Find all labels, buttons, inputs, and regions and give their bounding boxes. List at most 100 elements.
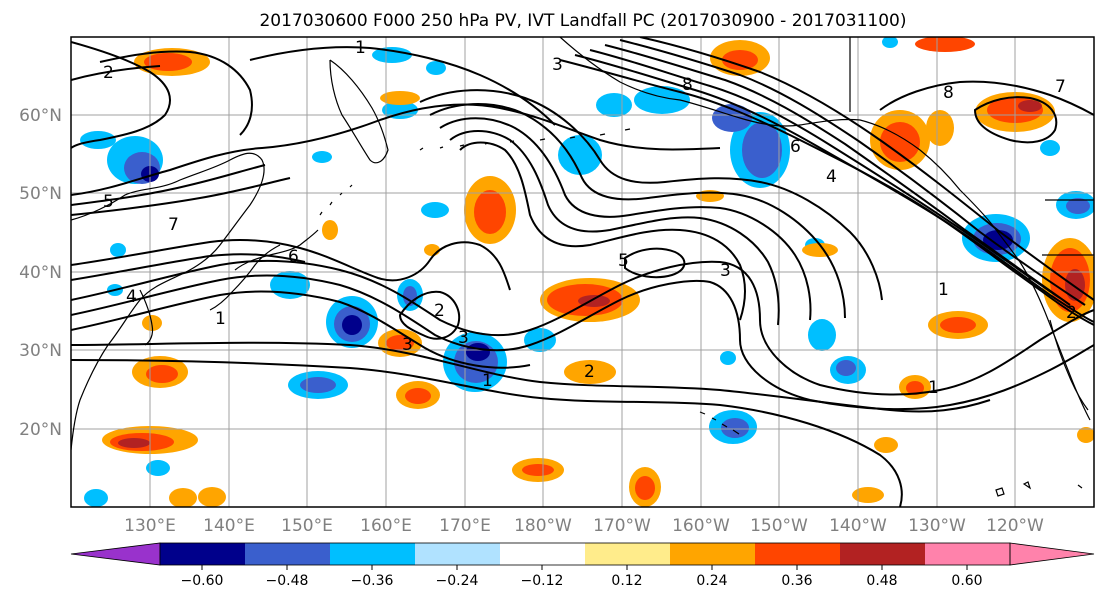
colorbar-label: 0.36 [781,573,812,589]
contour-line [71,46,556,126]
anomaly-blob [424,244,440,256]
contour-label: 3 [458,328,469,348]
colorbar-extend-min [70,542,161,566]
anomaly-blob [880,122,920,162]
anomaly-blob [1077,427,1094,443]
contour-line [71,41,171,149]
colorbar-segment [755,543,840,565]
contour-label: 8 [682,75,693,95]
contour-label: 7 [1055,77,1066,97]
anomaly-blob [940,317,976,333]
colorbar-segment [160,543,245,565]
lon-label: 160°W [672,516,730,536]
lon-label: 140°W [829,516,887,536]
colorbar-segment [670,543,755,565]
anomaly-blob [1018,100,1042,112]
contour-label: 1 [355,38,366,58]
anomaly-blob [564,360,616,384]
lon-label: 160°E [360,516,412,536]
lon-label: 120°W [986,516,1044,536]
colorbar-segment [500,543,585,565]
colorbar-segment [245,543,330,565]
colorbar: −0.60 −0.48 −0.36 −0.24 −0.12 0.12 0.24 … [70,542,1095,589]
anomaly-blob [380,91,420,105]
anomaly-blob [421,202,449,218]
anomaly-blob [906,381,924,395]
contour-line [624,247,686,279]
contour-label: 1 [938,280,949,300]
contour-label: 4 [826,167,837,187]
lat-label: 50°N [19,184,62,204]
baja-coastline [1049,319,1089,411]
contour-line [459,141,746,321]
anomaly-blob [386,335,414,351]
longitude-labels: 130°E 140°E 150°E 160°E 170°E 180°W 170°… [124,516,1044,536]
anomaly-blob [146,365,178,383]
anomaly-blob [322,220,338,240]
anomaly-blob [882,37,898,48]
anomaly-blob [836,360,856,376]
map-panel: 1 2 3 5 7 6 4 1 2 3 3 1 2 5 3 8 6 4 1 8 [70,36,1095,508]
colorbar-label: −0.48 [266,573,309,589]
anomaly-blob [312,151,332,163]
anomaly-blob [926,110,954,146]
lon-label: 150°W [750,516,808,536]
asia-coastline [71,152,265,451]
contour-label: 3 [402,335,413,355]
contour-line [589,49,1061,299]
anomaly-blob [300,377,336,393]
contour-line [619,39,1086,306]
colorbar-extend-max [1009,542,1095,566]
contour-label: 1 [482,371,493,391]
lon-label: 170°W [593,516,651,536]
anomaly-blob [742,122,782,178]
anomaly-blob [712,104,752,132]
lat-label: 40°N [19,263,62,283]
colorbar-segment [415,543,500,565]
colorbar-label: 0.12 [611,573,642,589]
contour-line [879,80,1094,116]
contour-line [639,37,1094,301]
contour-line [71,274,1094,411]
contour-label: 1 [215,309,226,329]
figure-title: 2017030600 F000 250 hPa PV, IVT Landfall… [259,11,906,31]
alaska-coastline [559,37,991,223]
anomaly-blob [522,464,554,476]
anomaly-blob [596,93,632,117]
anomaly-blob [198,487,226,507]
colorbar-frame [159,542,1011,566]
anomaly-blob [372,47,412,63]
north-america-coastline [989,221,1091,421]
contour-line [71,290,531,369]
anomaly-blob [721,418,749,438]
contour-line [973,96,1058,144]
contour-label: 3 [720,261,731,281]
anomaly-blob [808,319,836,351]
contour-line [71,253,306,281]
colorbar-segment [840,543,925,565]
contour-label: 2 [434,301,445,321]
anomaly-blob [118,438,150,448]
anomaly-blob [110,243,126,257]
contour-label: 3 [552,55,563,75]
anomaly-blob [802,243,838,257]
contour-line [71,341,991,413]
contour-label: 8 [943,83,954,103]
contour-label: 6 [790,137,801,157]
lon-label: 150°E [281,516,333,536]
colorbar-label: 0.48 [866,573,897,589]
hawaii-islands [699,411,740,435]
anomaly-blob [852,487,884,503]
anomaly-blob [426,61,446,75]
anomaly-blob [144,53,192,71]
contour-label: 2 [103,63,114,83]
colorbar-label: −0.12 [521,573,564,589]
contour-line [398,290,460,340]
lon-label: 130°W [908,516,966,536]
anomaly-blob [558,135,602,175]
contour-label: 2 [584,362,595,382]
contour-line [71,103,721,196]
colorbar-ticks [201,565,968,570]
contour-label: 2 [1066,303,1077,323]
